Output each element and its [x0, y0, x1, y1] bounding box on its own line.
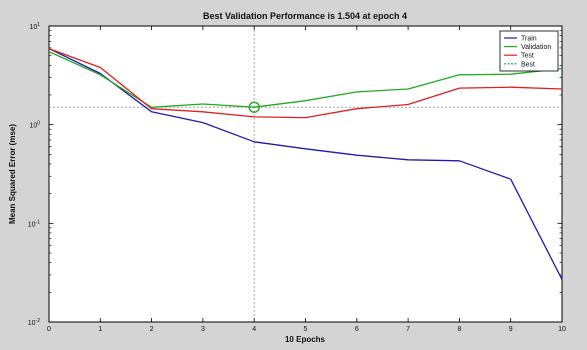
- x-tick-label: 0: [47, 326, 51, 333]
- chart-title: Best Validation Performance is 1.504 at …: [203, 11, 407, 21]
- legend-label-validation: Validation: [521, 44, 551, 51]
- x-tick-label: 10: [558, 326, 566, 333]
- series-train-line: [48, 48, 563, 280]
- x-axis-ticks: 0 1 2 3 4 5 6 7 8 9 10: [47, 26, 566, 333]
- y-tick-label: 100: [29, 121, 40, 130]
- x-tick-label: 7: [406, 326, 410, 333]
- series-test-line: [48, 47, 563, 119]
- x-tick-label: 1: [98, 326, 102, 333]
- series-validation-line: [48, 51, 563, 108]
- best-reference-lines: [49, 26, 562, 322]
- x-tick-label: 3: [201, 326, 205, 333]
- legend-label-train: Train: [521, 36, 537, 43]
- x-axis-label: 10 Epochs: [285, 335, 326, 344]
- series-layer: [48, 47, 563, 280]
- x-tick-label: 6: [355, 326, 359, 333]
- y-axis-ticks: 101 100 10-1 10-2: [28, 22, 562, 327]
- x-tick-label: 5: [304, 326, 308, 333]
- x-tick-label: 4: [252, 326, 256, 333]
- y-tick-label: 101: [29, 22, 40, 31]
- best-marker: [248, 101, 260, 113]
- x-tick-label: 8: [457, 326, 461, 333]
- legend-label-test: Test: [521, 53, 534, 60]
- x-tick-label: 9: [509, 326, 513, 333]
- y-tick-label: 10-1: [28, 219, 40, 228]
- best-marker-layer: [248, 101, 260, 113]
- plot-area: [48, 25, 563, 323]
- legend-label-best: Best: [521, 61, 535, 68]
- y-tick-label: 10-2: [28, 318, 40, 327]
- x-tick-label: 2: [150, 326, 154, 333]
- y-axis-label: Mean Squared Error (mse): [8, 124, 17, 224]
